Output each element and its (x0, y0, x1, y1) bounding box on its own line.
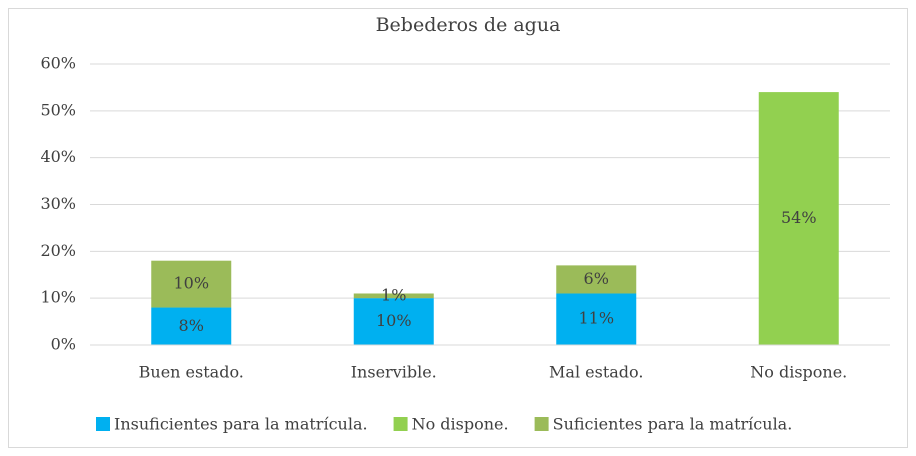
x-tick-label: Mal estado. (549, 363, 643, 382)
y-tick-label: 20% (40, 241, 76, 260)
y-tick-label: 50% (40, 100, 76, 119)
bar-segment (353, 293, 434, 299)
y-tick-label: 60% (40, 54, 76, 73)
bar-segment (353, 298, 434, 345)
data-label: 1% (381, 285, 406, 304)
x-tick-label: Inservible. (351, 363, 437, 382)
bar-segment (151, 260, 232, 308)
data-label: 54% (781, 208, 817, 227)
data-label: 6% (584, 269, 609, 288)
data-label: 10% (376, 311, 412, 330)
x-tick-label: No dispone. (750, 363, 847, 382)
legend-label: Insuficientes para la matrícula. (114, 415, 368, 434)
bar-segment (556, 265, 637, 294)
y-tick-label: 10% (40, 288, 76, 307)
data-label: 10% (173, 274, 209, 293)
chart-title: Bebederos de agua (376, 14, 561, 36)
data-label: 11% (578, 309, 614, 328)
legend-swatch (534, 417, 549, 431)
legend-label: No dispone. (412, 415, 509, 434)
x-tick-label: Buen estado. (139, 363, 244, 382)
y-tick-label: 30% (40, 194, 76, 213)
legend-swatch (96, 417, 110, 431)
y-tick-label: 0% (51, 335, 76, 354)
bar-segment (758, 92, 839, 345)
chart-border (8, 8, 908, 448)
bar-segment (151, 307, 232, 345)
y-tick-label: 40% (40, 147, 76, 166)
data-label: 8% (179, 316, 204, 335)
bar-segment (556, 293, 637, 345)
legend-swatch (393, 417, 408, 431)
legend-label: Suficientes para la matrícula. (553, 415, 793, 434)
